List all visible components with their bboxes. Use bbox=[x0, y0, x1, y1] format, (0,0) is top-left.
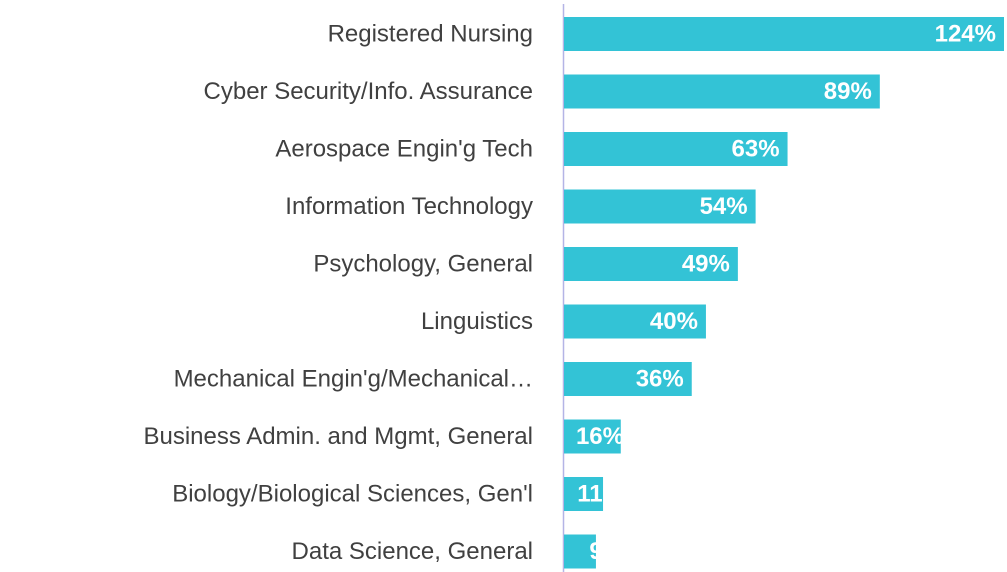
bar bbox=[564, 132, 788, 166]
value-label: 9% bbox=[589, 538, 624, 565]
category-label: Linguistics bbox=[421, 308, 533, 335]
bar bbox=[564, 419, 621, 454]
value-label: 11% bbox=[577, 481, 624, 508]
value-label: 36% bbox=[636, 366, 684, 393]
category-label: Biology/Biological Sciences, Gen'l bbox=[172, 481, 533, 508]
value-label: 40% bbox=[650, 308, 698, 335]
bar bbox=[564, 534, 596, 569]
category-label: Mechanical Engin'g/Mechanical… bbox=[174, 366, 533, 393]
category-label: Information Technology bbox=[285, 193, 533, 220]
category-label: Aerospace Engin'g Tech bbox=[275, 136, 533, 163]
category-label: Data Science, General bbox=[292, 538, 533, 565]
bar bbox=[564, 74, 880, 109]
category-label: Cyber Security/Info. Assurance bbox=[204, 78, 533, 105]
bar bbox=[564, 17, 1004, 51]
value-label: 124% bbox=[935, 21, 996, 48]
bar bbox=[564, 189, 756, 224]
value-label: 89% bbox=[824, 78, 872, 105]
category-label: Registered Nursing bbox=[328, 21, 533, 48]
value-label: 54% bbox=[700, 193, 748, 220]
category-label: Business Admin. and Mgmt, General bbox=[143, 423, 533, 450]
bar bbox=[564, 247, 738, 281]
bar bbox=[564, 304, 706, 339]
category-label: Psychology, General bbox=[313, 251, 533, 278]
bar bbox=[564, 362, 692, 396]
value-label: 16% bbox=[576, 423, 624, 450]
value-label: 63% bbox=[732, 136, 780, 163]
value-label: 49% bbox=[682, 251, 730, 278]
bar bbox=[564, 477, 604, 511]
